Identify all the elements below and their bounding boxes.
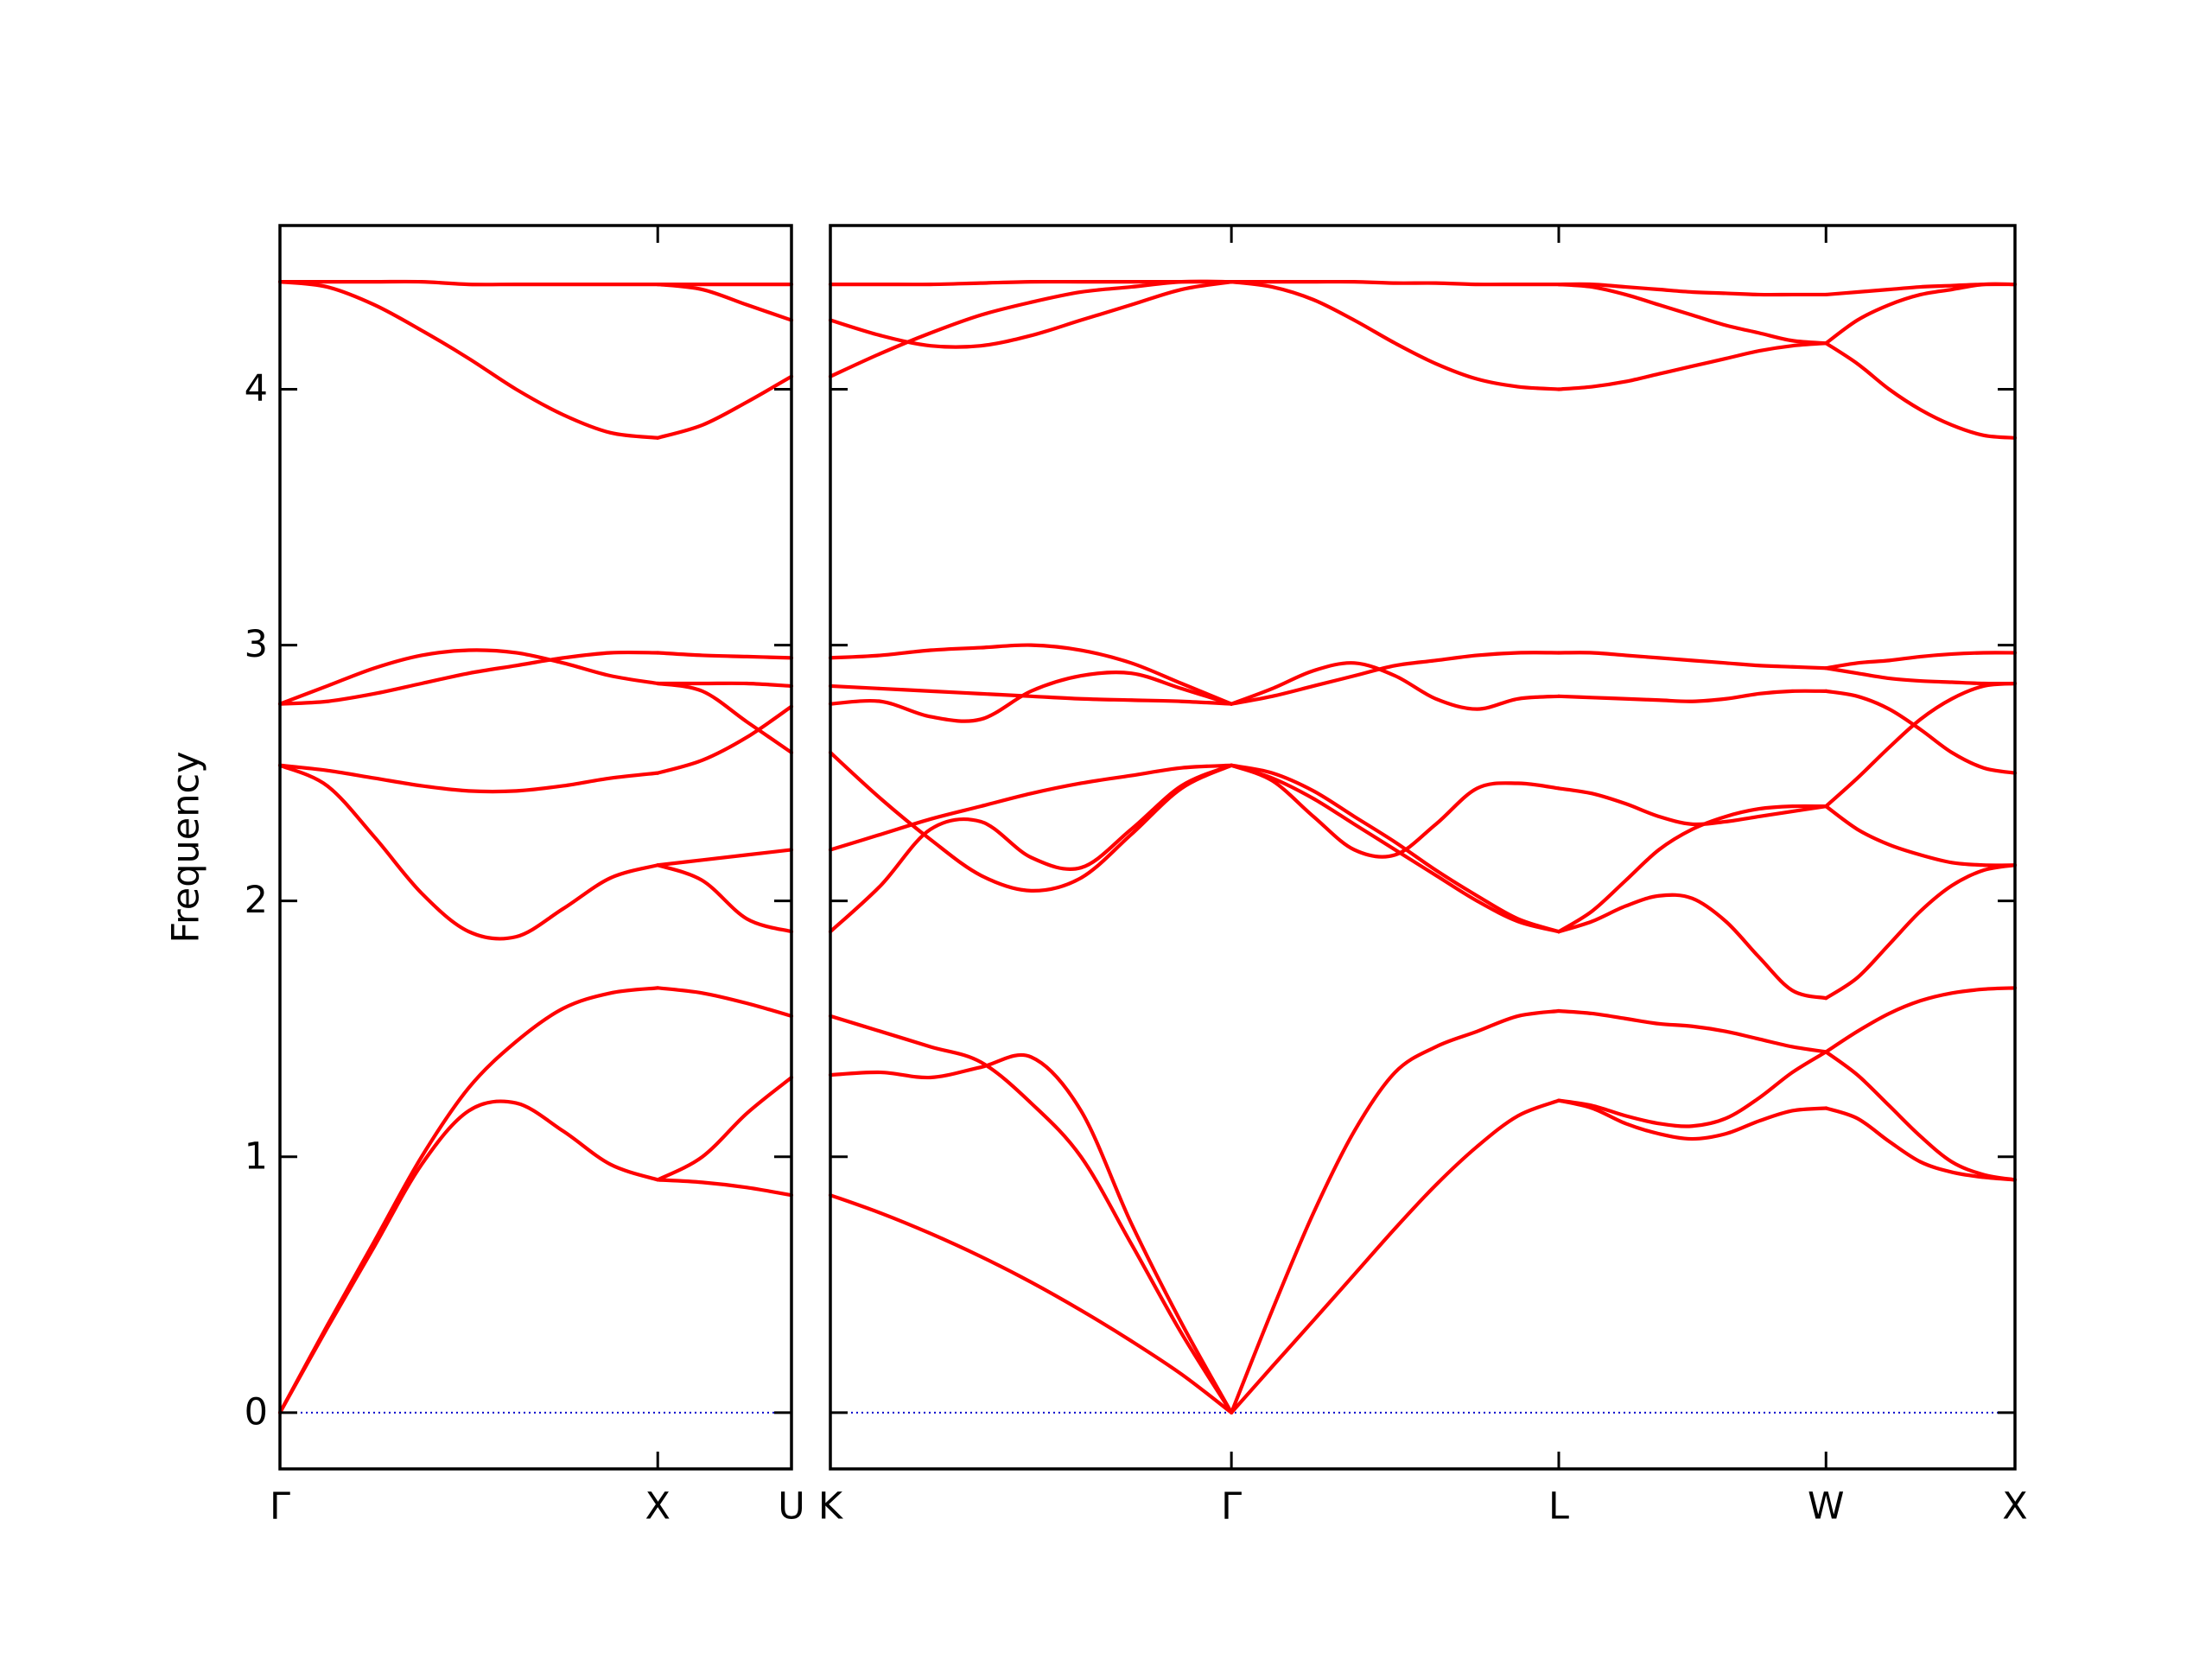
- y-tick-label: 4: [245, 367, 268, 410]
- band-line: [1230, 280, 1561, 391]
- band-line: [1556, 1098, 1828, 1141]
- band-line: [656, 863, 794, 934]
- band-line: [656, 374, 794, 440]
- band-line: [1556, 282, 1828, 297]
- band-line: [1824, 863, 2018, 1001]
- x-tick-label: K: [818, 1485, 844, 1529]
- band-line: [1824, 689, 2018, 775]
- band-line: [656, 704, 794, 775]
- x-tick-label: U: [778, 1485, 804, 1529]
- y-tick-label: 2: [245, 879, 268, 922]
- band-line: [828, 750, 1234, 893]
- band-line: [1824, 282, 2018, 297]
- band-line: [277, 650, 660, 706]
- band-line: [1230, 763, 1561, 934]
- band-line: [1556, 651, 1828, 671]
- axes-frame: [278, 224, 793, 1471]
- axes-frame: [829, 224, 2017, 1471]
- band-line: [828, 280, 1234, 349]
- band-line: [656, 681, 794, 689]
- band-line: [656, 1178, 794, 1198]
- band-line: [1824, 341, 2018, 440]
- x-tick-label: Γ: [270, 1485, 290, 1529]
- band-line: [1230, 661, 1561, 711]
- band-line: [1556, 1008, 1828, 1054]
- band-line: [1824, 804, 2018, 868]
- x-tick-label: X: [2002, 1485, 2027, 1529]
- band-line: [277, 763, 660, 794]
- band-line: [1824, 681, 2018, 809]
- band-line: [1824, 651, 2018, 671]
- band-line: [828, 670, 1234, 723]
- y-axis-label: Frequency: [165, 751, 208, 943]
- band-line: [656, 986, 794, 1019]
- y-tick-label: 1: [245, 1135, 268, 1178]
- band-line: [828, 279, 1234, 287]
- band-line: [828, 1193, 1234, 1414]
- band-line: [1556, 1050, 1828, 1128]
- y-tick-label: 3: [245, 623, 268, 666]
- band-line: [277, 648, 660, 706]
- x-tick-label: Γ: [1221, 1485, 1242, 1529]
- x-tick-label: L: [1548, 1485, 1569, 1529]
- band-line: [1556, 804, 1828, 934]
- band-line: [656, 848, 794, 868]
- band-line: [1824, 1106, 2018, 1182]
- band-line: [1230, 651, 1561, 706]
- band-line: [1230, 1008, 1561, 1414]
- band-line: [828, 1014, 1234, 1414]
- band-line: [828, 763, 1234, 934]
- band-line: [656, 651, 794, 660]
- band-line: [828, 763, 1234, 852]
- y-tick-label: 0: [245, 1390, 268, 1433]
- band-line: [1230, 1098, 1561, 1414]
- band-line: [277, 280, 660, 440]
- band-line: [1230, 763, 1561, 859]
- band-line: [828, 1052, 1234, 1414]
- band-line: [828, 643, 1234, 706]
- band-line: [1824, 986, 2018, 1054]
- band-line: [1556, 341, 1828, 391]
- band-line: [277, 986, 660, 1414]
- x-tick-label: W: [1808, 1485, 1845, 1529]
- band-line: [1824, 1050, 2018, 1182]
- band-line: [1824, 666, 2018, 686]
- band-line: [656, 1075, 794, 1182]
- band-line: [828, 683, 1234, 706]
- band-line: [277, 279, 660, 287]
- band-line: [277, 763, 660, 941]
- band-line: [1556, 786, 1828, 827]
- band-line: [1556, 689, 1828, 703]
- band-line: [1230, 279, 1561, 287]
- x-tick-label: X: [645, 1485, 670, 1529]
- band-line: [1230, 763, 1561, 934]
- band-line: [656, 681, 794, 755]
- band-line: [1556, 893, 1828, 1001]
- band-line: [1556, 283, 1828, 346]
